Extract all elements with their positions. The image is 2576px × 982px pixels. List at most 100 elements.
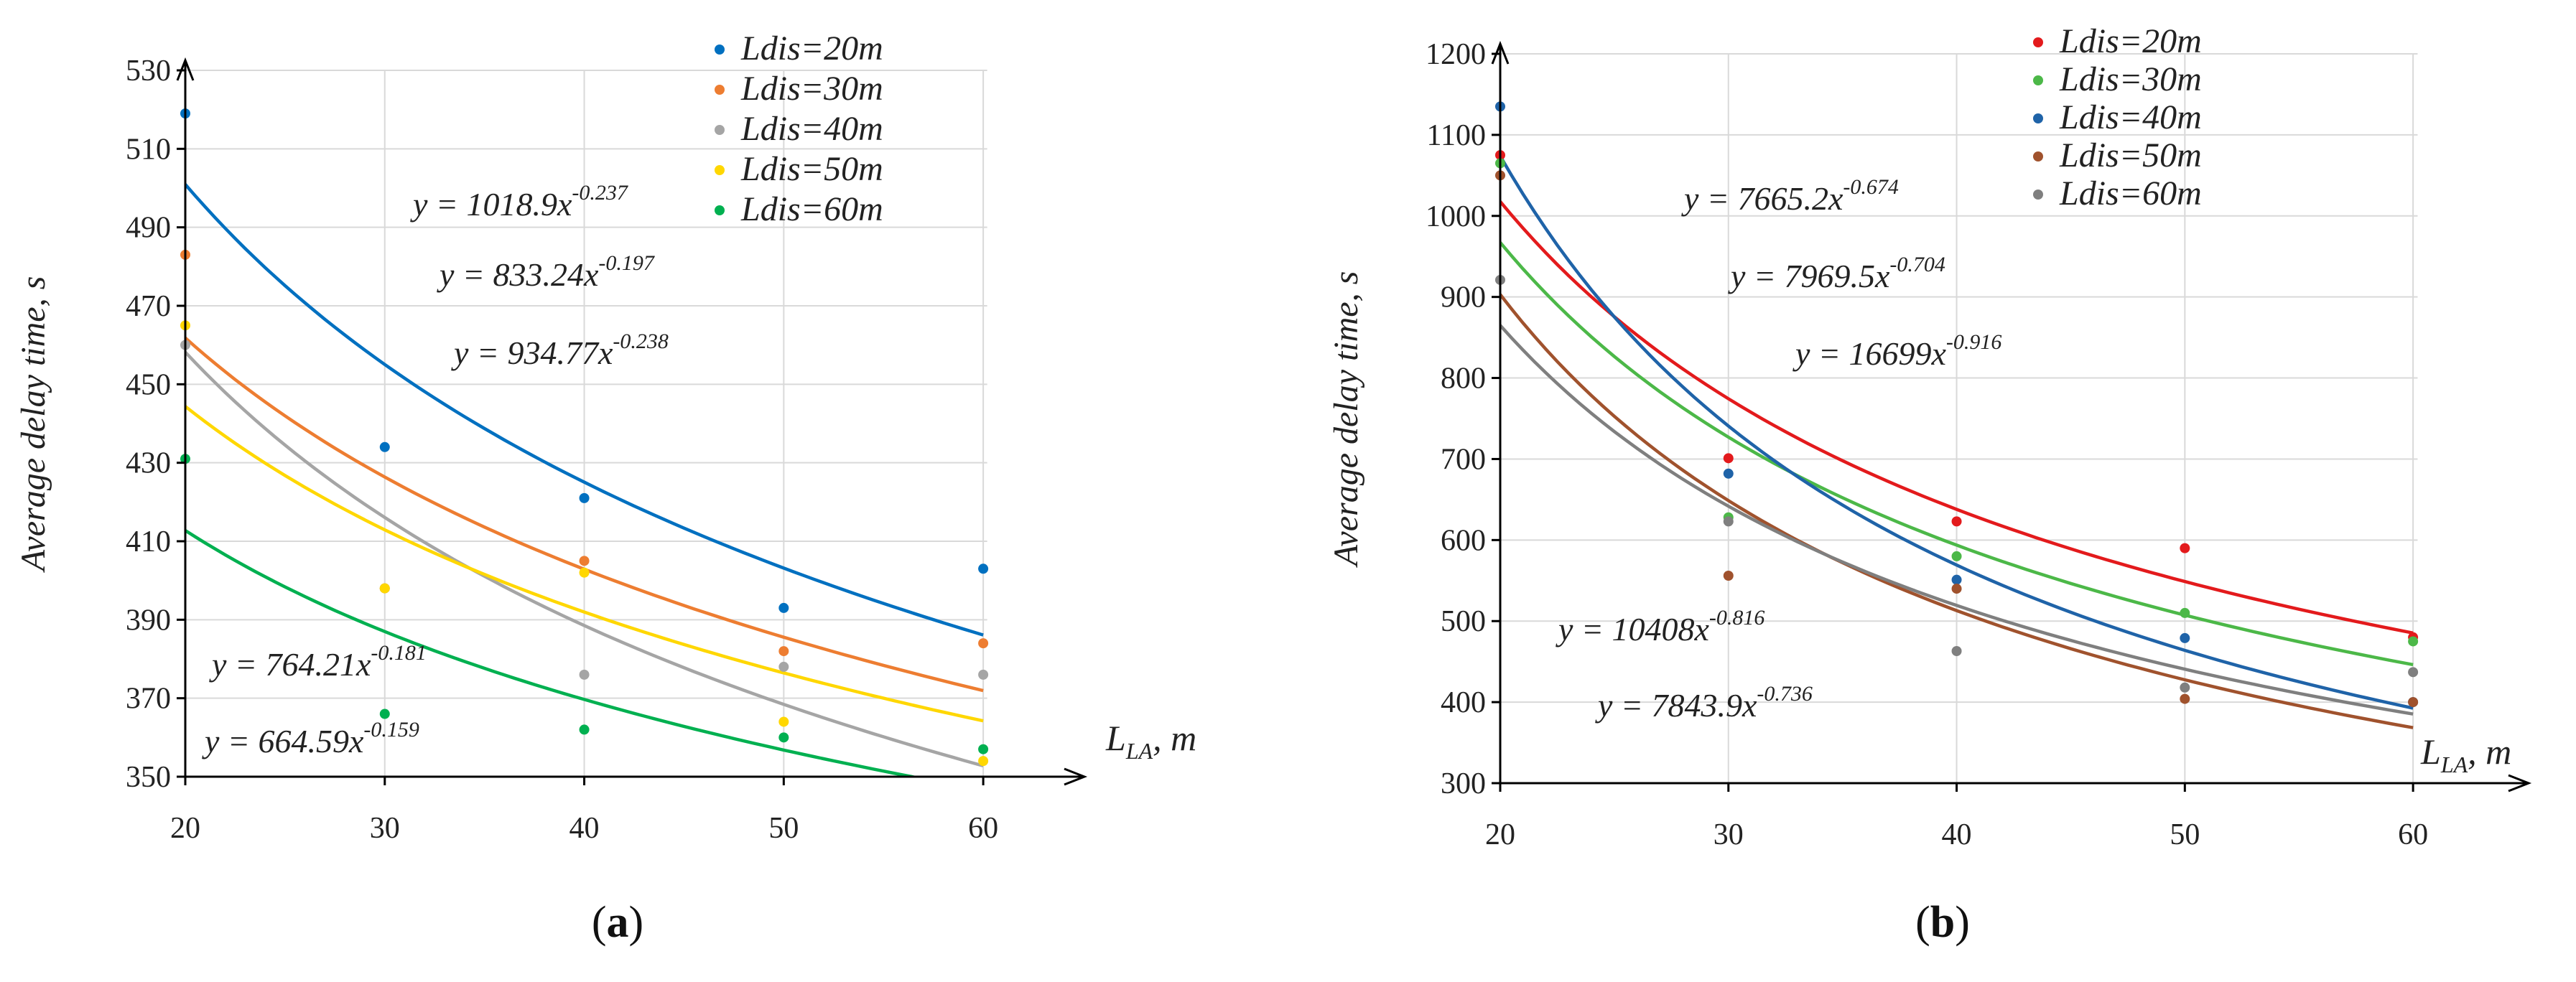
x-tick-label: 40 — [1942, 818, 1972, 851]
data-point — [1723, 468, 1734, 479]
chart-panel-a: 20 30 40 50 60 350 370 390 410 430 450 470 490 510 530… — [14, 29, 1196, 947]
trend-equation: y = 764.21x-0.181 — [209, 641, 427, 683]
x-axis-label-main: L — [2420, 731, 2441, 772]
trend-equation-base: y = 833.24x — [437, 256, 599, 293]
x-axis-arrow — [2508, 774, 2532, 792]
trend-equation-base: y = 664.59x — [202, 723, 364, 759]
data-point — [778, 602, 789, 613]
trend-equation: y = 934.77x-0.238 — [451, 329, 669, 371]
panel-label: (b) — [1915, 898, 1970, 947]
x-tick-label: 60 — [968, 812, 998, 845]
trend-curve — [185, 405, 984, 723]
trend-curve — [1500, 293, 2414, 729]
trend-curve — [1500, 324, 2414, 716]
y-tick-label: 430 — [126, 447, 171, 480]
legend-marker — [715, 45, 725, 55]
y-tick-label: 410 — [126, 525, 171, 558]
data-point — [978, 564, 989, 574]
trend-curve — [185, 183, 984, 637]
legend-label: Ldis=50m — [740, 150, 883, 188]
trend-curve — [1500, 200, 2414, 635]
trend-equation-base: y = 16699x — [1792, 335, 1946, 372]
y-axis-label: Average delay time, s — [1327, 271, 1365, 569]
trend-equation: y = 7969.5x-0.704 — [1728, 253, 1945, 294]
x-axis-label-sub: LA — [2440, 752, 2468, 777]
trend-equation-base: y = 7843.9x — [1595, 687, 1757, 724]
y-tick-label: 450 — [126, 368, 171, 401]
x-tick-label: 30 — [1714, 818, 1744, 851]
legend-marker — [2033, 113, 2043, 123]
trend-equation-exponent: -0.237 — [572, 181, 628, 205]
data-point — [2180, 607, 2190, 618]
gridlines — [1500, 53, 2418, 783]
data-points — [180, 108, 989, 767]
panel-label-open: ( — [1915, 898, 1930, 947]
x-axis-label-unit: , m — [2468, 731, 2511, 772]
data-point — [778, 716, 789, 727]
legend-label: Ldis=30m — [2059, 60, 2202, 98]
data-point — [579, 556, 590, 566]
trend-equation-exponent: -0.238 — [613, 329, 669, 353]
y-tick-label: 1000 — [1426, 200, 1486, 233]
y-tick-label: 900 — [1441, 281, 1486, 314]
data-point — [579, 724, 590, 735]
x-axis-label-sub: LA — [1125, 738, 1153, 764]
data-point — [2408, 697, 2419, 708]
legend-marker — [715, 125, 725, 135]
trend-curve — [185, 529, 921, 777]
x-tick-label: 60 — [2398, 818, 2428, 851]
x-axis-label-unit: , m — [1153, 718, 1196, 758]
x-tick-label: 30 — [370, 812, 400, 845]
trend-equation-exponent: -0.181 — [371, 641, 427, 665]
trend-equation-base: y = 10408x — [1556, 611, 1709, 647]
data-point — [1723, 516, 1734, 527]
data-point — [778, 732, 789, 743]
x-tick-label: 40 — [569, 812, 600, 845]
data-point — [978, 669, 989, 680]
data-point — [2180, 543, 2190, 553]
data-point — [2408, 667, 2419, 678]
legend-label: Ldis=60m — [2059, 174, 2202, 212]
trend-equation-base: y = 7665.2x — [1681, 180, 1843, 217]
trend-equation-exponent: -0.674 — [1843, 175, 1899, 199]
legend-marker — [2033, 75, 2043, 85]
panel-label: (a) — [592, 898, 643, 947]
trend-equation: y = 664.59x-0.159 — [202, 718, 419, 759]
gridlines — [185, 70, 987, 777]
legend-label: Ldis=40m — [2059, 98, 2202, 136]
data-point — [579, 492, 590, 503]
y-tick-label: 300 — [1441, 767, 1486, 800]
x-tick-label: 50 — [768, 812, 799, 845]
panel-label-letter: b — [1930, 898, 1955, 947]
data-point — [2180, 682, 2190, 693]
trend-equation-exponent: -0.159 — [363, 718, 419, 742]
y-tick-label: 700 — [1441, 443, 1486, 476]
data-point — [379, 441, 390, 452]
data-point — [1951, 645, 1962, 656]
x-axis-label: LLA, m — [2420, 731, 2511, 777]
trend-equation: y = 833.24x-0.197 — [437, 251, 656, 293]
panel-label-letter: a — [607, 898, 629, 947]
legend-marker — [715, 85, 725, 95]
y-tick-label: 600 — [1441, 524, 1486, 557]
data-point — [978, 756, 989, 767]
trend-equation-exponent: -0.704 — [1889, 253, 1945, 276]
legend-marker — [2033, 37, 2043, 47]
legend-marker — [715, 165, 725, 175]
data-point — [379, 583, 390, 594]
trend-curve — [185, 350, 984, 767]
legend-marker — [715, 205, 725, 215]
x-tick-label: 20 — [1485, 818, 1515, 851]
x-axis-label: LLA, m — [1105, 718, 1196, 764]
y-tick-label: 490 — [126, 212, 171, 245]
x-tick-label: 20 — [170, 812, 200, 845]
y-tick-label: 350 — [126, 761, 171, 794]
y-tick-label: 400 — [1441, 686, 1486, 719]
x-axis-label-main: L — [1105, 718, 1126, 758]
data-point — [1951, 551, 1962, 561]
panel-label-close: ) — [1955, 898, 1970, 947]
panel-label-close: ) — [629, 898, 644, 947]
trend-equation-base: y = 7969.5x — [1728, 258, 1890, 294]
